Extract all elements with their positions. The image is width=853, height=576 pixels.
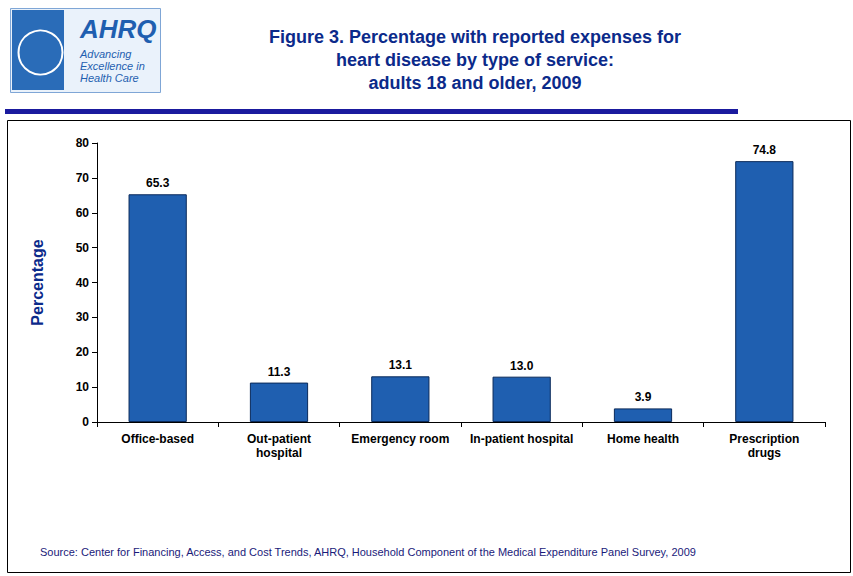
svg-text:13.1: 13.1 [389, 358, 413, 372]
svg-text:Emergency room: Emergency room [351, 432, 449, 446]
svg-text:heart disease by type of servi: heart disease by type of service: [336, 50, 614, 70]
svg-text:13.0: 13.0 [510, 359, 534, 373]
svg-text:Excellence in: Excellence in [80, 60, 145, 72]
svg-text:70: 70 [76, 171, 90, 185]
svg-text:drugs: drugs [748, 446, 782, 460]
svg-text:Prescription: Prescription [729, 432, 799, 446]
svg-text:Percentage: Percentage [29, 239, 46, 325]
svg-text:80: 80 [76, 136, 90, 150]
svg-text:74.8: 74.8 [753, 143, 777, 157]
svg-text:40: 40 [76, 276, 90, 290]
svg-text:10: 10 [76, 380, 90, 394]
svg-text:50: 50 [76, 241, 90, 255]
svg-text:hospital: hospital [256, 446, 302, 460]
svg-text:AHRQ: AHRQ [79, 14, 157, 44]
svg-text:Health Care: Health Care [80, 72, 139, 84]
svg-text:11.3: 11.3 [268, 365, 291, 379]
svg-text:In-patient hospital: In-patient hospital [470, 432, 573, 446]
svg-text:Source: Center for Financing,: Source: Center for Financing, Access, an… [40, 546, 696, 558]
svg-text:0: 0 [82, 415, 89, 429]
svg-text:60: 60 [76, 206, 90, 220]
svg-text:Figure 3. Percentage with repo: Figure 3. Percentage with reported expen… [269, 27, 681, 47]
svg-text:Home health: Home health [607, 432, 679, 446]
svg-text:30: 30 [76, 310, 90, 324]
svg-text:Office-based: Office-based [121, 432, 194, 446]
svg-text:65.3: 65.3 [146, 176, 170, 190]
svg-text:Advancing: Advancing [79, 48, 132, 60]
svg-text:adults 18 and older, 2009: adults 18 and older, 2009 [368, 73, 581, 93]
svg-text:Out-patient: Out-patient [247, 432, 311, 446]
svg-text:20: 20 [76, 345, 90, 359]
svg-text:3.9: 3.9 [635, 390, 652, 404]
